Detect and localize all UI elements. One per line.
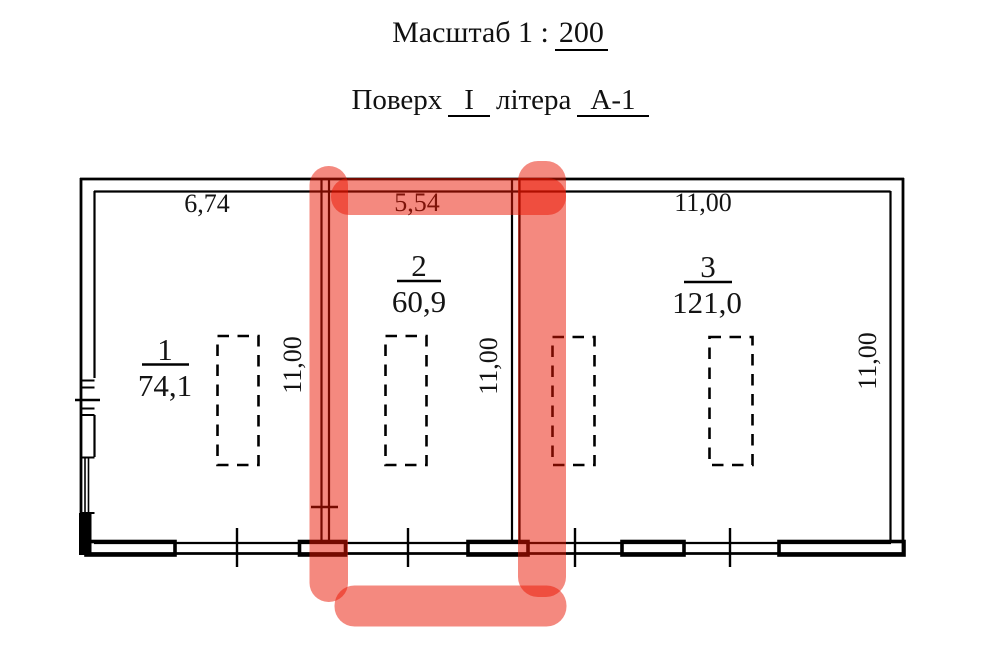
letter-value-underlined: А-1 — [577, 85, 649, 118]
red-highlighter-marks — [309, 161, 567, 627]
highlight-band-left-vertical — [309, 166, 348, 602]
room2-number: 2 — [411, 248, 427, 283]
room1-area: 74,1 — [138, 368, 192, 403]
room3-number: 3 — [700, 249, 716, 284]
dimension-top-room3: 11,00 — [674, 188, 732, 217]
dashed-shaft-room3-right — [708, 335, 754, 467]
floor-label: Поверх — [351, 84, 443, 116]
dashed-shaft-room2 — [384, 334, 428, 467]
room2-label: 2 60,9 — [392, 248, 446, 319]
dimension-top-room1: 6,74 — [184, 189, 230, 218]
floor-value-underlined: І — [448, 85, 490, 118]
dashed-shaft-room1 — [216, 334, 260, 467]
letter-label: літера — [495, 84, 572, 116]
dashed-shaft-room3-left — [551, 335, 596, 467]
room3-area: 121,0 — [672, 285, 742, 320]
dimension-height-room3: 11,00 — [853, 332, 882, 390]
room1-label: 1 74,1 — [138, 332, 192, 403]
highlight-band-top-horizontal — [331, 178, 566, 215]
dimension-height-room1: 11,00 — [278, 336, 307, 394]
scale-title-line: Масштаб 1 :200 — [0, 16, 1000, 51]
left-wall-window-symbols — [75, 191, 100, 555]
bottom-wall-segments — [84, 528, 906, 567]
room3-label: 3 121,0 — [672, 249, 742, 320]
highlight-band-bottom-horizontal — [334, 585, 567, 627]
corner-wall-block — [79, 513, 92, 555]
room2-area: 60,9 — [392, 284, 446, 319]
room1-number: 1 — [157, 332, 173, 367]
highlight-band-right-vertical — [518, 161, 566, 597]
vertical-dimension-labels: 11,00 11,00 11,00 — [278, 332, 882, 395]
scale-label: Масштаб 1 : — [392, 16, 549, 49]
dimension-height-room2: 11,00 — [474, 337, 503, 395]
dashed-shaft-outlines — [216, 334, 754, 467]
room-labels: 1 74,1 2 60,9 3 121,0 — [138, 248, 742, 403]
scale-value-underlined: 200 — [554, 17, 608, 51]
